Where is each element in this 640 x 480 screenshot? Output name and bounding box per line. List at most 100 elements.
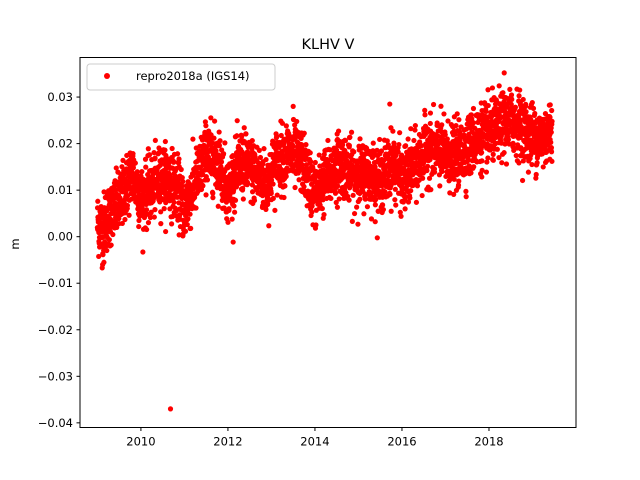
data-point (110, 231, 116, 238)
data-point (217, 138, 223, 144)
data-point (151, 214, 157, 220)
data-point (508, 92, 515, 98)
data-point (430, 101, 437, 108)
data-point (405, 136, 411, 142)
data-point (170, 213, 176, 220)
data-point (342, 137, 349, 144)
data-point (229, 177, 235, 183)
data-point (453, 122, 459, 129)
data-point (470, 105, 477, 112)
data-point (307, 150, 313, 156)
data-point (136, 217, 142, 224)
data-point (479, 174, 485, 180)
data-point (290, 103, 296, 109)
data-point (130, 151, 136, 157)
data-point (422, 107, 428, 113)
data-point (106, 237, 112, 243)
data-point (485, 102, 491, 109)
data-point (96, 253, 102, 260)
data-point (152, 137, 158, 144)
data-point (362, 191, 368, 197)
data-point (388, 208, 394, 214)
data-point (506, 141, 512, 147)
y-tick-label: 0.00 (47, 230, 73, 244)
data-point (355, 221, 361, 227)
data-point (403, 143, 409, 149)
y-tick-label: 0.01 (47, 183, 73, 197)
data-point (351, 210, 358, 217)
data-point (479, 167, 485, 173)
data-point (428, 187, 434, 193)
data-point (146, 152, 153, 158)
data-point (230, 239, 236, 245)
data-point (532, 110, 538, 117)
data-point (222, 140, 228, 146)
y-tick-label: 0.02 (47, 137, 73, 151)
data-point (321, 212, 327, 218)
data-point (454, 111, 460, 117)
data-point (328, 195, 334, 202)
data-point (179, 183, 185, 189)
y-axis-label: m (8, 238, 22, 249)
data-point (140, 249, 146, 255)
data-point (351, 149, 357, 155)
data-point (226, 206, 232, 212)
data-point (412, 127, 418, 133)
data-point (210, 195, 216, 201)
data-point (169, 145, 175, 152)
data-point (283, 123, 289, 129)
data-point (469, 116, 475, 122)
data-point (392, 186, 398, 192)
data-point (470, 120, 477, 126)
data-point (408, 188, 414, 194)
data-point (496, 154, 502, 161)
data-point (134, 169, 140, 175)
data-point (364, 204, 371, 210)
data-point (132, 160, 138, 166)
data-point (411, 137, 417, 144)
data-point (213, 148, 219, 154)
data-point (184, 221, 190, 228)
data-point (516, 160, 522, 166)
data-point (319, 205, 325, 212)
data-point (374, 235, 380, 241)
data-point (144, 226, 150, 233)
data-point (204, 177, 211, 183)
data-point (548, 129, 554, 135)
y-tick-label: 0.03 (47, 90, 73, 104)
data-point (216, 129, 222, 135)
x-tick-label: 2012 (213, 435, 242, 449)
data-point (139, 169, 145, 175)
data-point (292, 184, 298, 191)
data-point (178, 166, 184, 173)
data-point (108, 242, 114, 248)
y-tick-label: −0.04 (38, 416, 73, 430)
data-point (309, 209, 315, 215)
data-point (167, 406, 174, 412)
data-point (468, 112, 474, 118)
data-point (361, 211, 367, 217)
data-point (405, 199, 412, 205)
data-point (370, 140, 376, 146)
data-point (398, 213, 404, 219)
data-point (357, 196, 363, 202)
data-point (447, 190, 453, 196)
data-point (218, 159, 225, 165)
data-point (268, 177, 275, 183)
data-point (249, 138, 255, 144)
data-point (372, 202, 378, 208)
data-point (151, 150, 157, 156)
data-point (499, 160, 505, 166)
data-point (130, 165, 136, 171)
data-point (427, 120, 433, 127)
legend-box (86, 63, 276, 91)
data-point (465, 156, 471, 162)
data-point (278, 132, 284, 139)
data-point (240, 185, 246, 191)
data-point (439, 168, 445, 175)
data-point (202, 119, 208, 125)
data-point (299, 162, 306, 168)
data-point (274, 192, 280, 198)
data-point (320, 167, 326, 173)
data-point (540, 164, 546, 170)
